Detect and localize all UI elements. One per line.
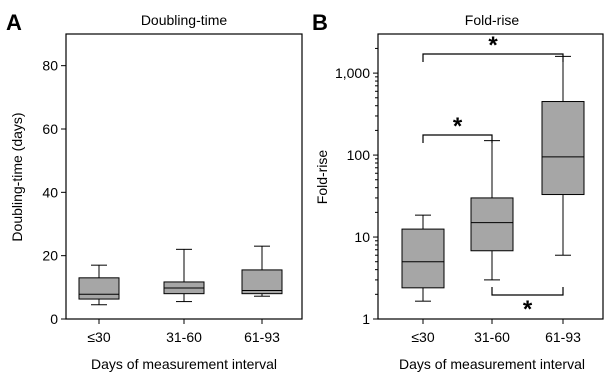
box-plot-2 [163,248,205,303]
panel-b-plot-frame [377,33,604,320]
box-plot-3 [541,55,585,256]
significance-star: * [488,32,498,59]
significance-bracket: * [422,32,564,62]
panel-b-y-axis-label: Fold-rise [314,150,330,205]
panel-b-significance: * * * [422,32,564,323]
significance-star: * [453,113,463,140]
iqr-box [78,277,120,300]
panel-a-title: Doubling-time [141,12,228,28]
y-tick-label: 20 [42,248,58,264]
iqr-box [541,101,585,196]
bracket-line [491,287,564,296]
panel-letter-a: A [6,10,22,35]
panel-b-title: Fold-rise [465,12,520,28]
x-tick-label: 61-93 [545,329,581,345]
panel-b-y-ticks: 1 10 100 1,000 [335,47,378,327]
y-tick-label: 10 [354,229,370,245]
bracket-line [422,53,564,62]
significance-star: * [523,296,533,323]
box-plot-3 [241,245,283,297]
y-tick-label: 0 [50,311,58,327]
iqr-box [241,269,283,295]
y-tick-label: 1,000 [335,65,370,81]
panel-b: B Fold-rise Fold-rise Days of measuremen… [312,10,604,372]
iqr-box [401,228,445,289]
panel-a-y-axis-label: Doubling-time (days) [9,112,25,241]
x-tick-label: 31-60 [474,329,510,345]
panel-a-x-axis-label: Days of measurement interval [91,356,277,372]
box-plot-1 [401,214,445,302]
box-plot-2 [470,140,514,281]
panel-b-x-ticks: ≤30 31-60 61-93 [411,319,581,345]
y-tick-label: 80 [42,58,58,74]
x-tick-label: 61-93 [244,329,280,345]
panel-b-boxes [401,55,585,302]
y-tick-label: 100 [347,147,371,163]
x-tick-label: ≤30 [411,329,434,345]
panel-b-x-axis-label: Days of measurement interval [399,356,585,372]
y-tick-label: 60 [42,121,58,137]
box-plot-1 [78,264,120,306]
panel-a-x-ticks: ≤30 31-60 61-93 [87,319,280,345]
significance-bracket: * [422,113,493,143]
panel-a-y-ticks: 0 20 40 60 80 [42,58,66,327]
bracket-line [422,134,493,143]
panel-letter-b: B [312,10,328,35]
y-tick-label: 40 [42,184,58,200]
iqr-box [470,197,514,252]
x-tick-label: 31-60 [166,329,202,345]
panel-a-boxes [78,245,283,306]
y-tick-label: 1 [362,311,370,327]
panel-a: A Doubling-time Doubling-time (days) Day… [6,10,303,372]
x-tick-label: ≤30 [87,329,110,345]
significance-bracket: * [491,287,564,323]
